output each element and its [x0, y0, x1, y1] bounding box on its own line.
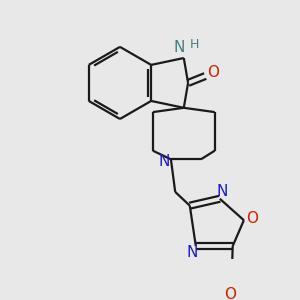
- Text: O: O: [246, 211, 258, 226]
- Text: N: N: [217, 184, 228, 200]
- Text: N: N: [174, 40, 185, 55]
- Text: O: O: [225, 287, 237, 300]
- Text: O: O: [207, 65, 219, 80]
- Text: H: H: [190, 38, 199, 51]
- Text: N: N: [187, 245, 198, 260]
- Text: N: N: [158, 154, 170, 169]
